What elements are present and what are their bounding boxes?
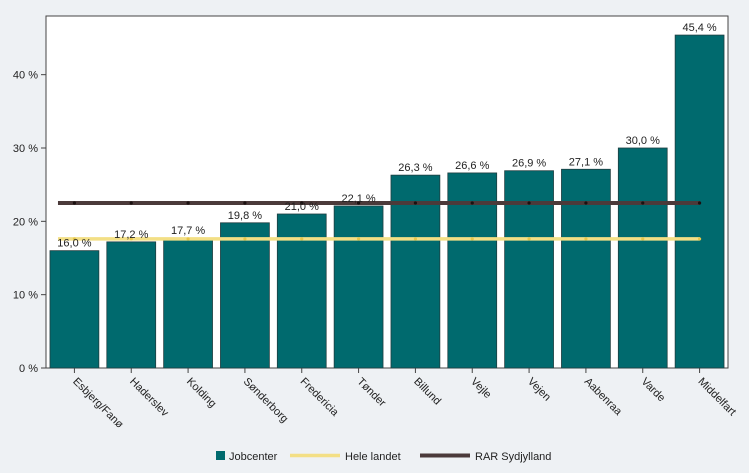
y-tick-label: 20 % xyxy=(13,216,38,228)
data-label: 22,1 % xyxy=(341,193,375,205)
line-marker xyxy=(697,237,702,241)
legend-label-jobcenter: Jobcenter xyxy=(229,451,278,463)
line-marker xyxy=(413,201,418,205)
data-label: 17,2 % xyxy=(114,229,148,241)
line-marker xyxy=(527,237,531,241)
data-label: 16,0 % xyxy=(57,238,91,250)
data-label: 26,6 % xyxy=(455,160,489,172)
data-label-group: 16,0 % 17,2 % 17,7 % 19,8 % 21,0 % 22,1 % 26,3… xyxy=(57,22,717,250)
bar xyxy=(447,172,498,369)
line-marker xyxy=(641,201,645,205)
bar xyxy=(333,205,384,369)
line-marker xyxy=(300,237,304,241)
legend: Jobcenter Hele landet RAR Sydjylland xyxy=(216,451,551,463)
line-marker xyxy=(527,201,531,205)
line-marker xyxy=(243,201,247,205)
data-label: 19,8 % xyxy=(228,210,262,222)
line-marker xyxy=(300,201,304,205)
legend-label-hele-landet: Hele landet xyxy=(345,451,401,463)
bar xyxy=(163,237,213,369)
bar xyxy=(220,222,270,369)
y-axis: 0 % 10 % 20 % 30 % 40 % xyxy=(13,70,46,375)
line-marker xyxy=(186,201,190,205)
y-tick-label: 40 % xyxy=(13,70,38,82)
data-label: 26,9 % xyxy=(512,158,546,170)
data-label: 27,1 % xyxy=(569,156,603,168)
bar xyxy=(617,147,668,369)
line-marker xyxy=(129,237,133,241)
data-label: 21,0 % xyxy=(285,201,319,213)
line-marker xyxy=(356,201,361,205)
legend-label-rar-sydjylland: RAR Sydjylland xyxy=(475,451,551,463)
line-marker xyxy=(584,237,588,241)
data-label: 17,7 % xyxy=(171,225,205,237)
line-marker xyxy=(243,237,247,241)
reference-lines xyxy=(57,201,702,241)
bar xyxy=(504,170,554,369)
line-marker xyxy=(186,237,190,241)
line-marker xyxy=(356,237,361,241)
line-marker xyxy=(584,201,588,205)
legend-swatch-jobcenter xyxy=(216,451,225,460)
y-tick-label: 30 % xyxy=(13,143,38,155)
data-label: 30,0 % xyxy=(626,135,660,147)
bar xyxy=(390,174,441,369)
bar-group xyxy=(49,34,725,369)
line-marker xyxy=(129,201,133,205)
bar xyxy=(49,250,100,369)
data-label: 45,4 % xyxy=(682,22,716,34)
line-marker xyxy=(413,237,418,241)
line-marker xyxy=(641,237,645,241)
y-tick-label: 0 % xyxy=(19,363,38,375)
line-marker xyxy=(72,201,77,205)
line-marker xyxy=(470,201,474,205)
y-tick-label: 10 % xyxy=(13,290,38,302)
line-marker xyxy=(470,237,474,241)
bar xyxy=(276,213,327,369)
plot-area xyxy=(45,15,729,369)
bar xyxy=(561,168,611,369)
data-label: 26,3 % xyxy=(398,162,432,174)
bar xyxy=(106,241,157,369)
line-marker xyxy=(72,237,77,241)
line-marker xyxy=(697,201,702,205)
